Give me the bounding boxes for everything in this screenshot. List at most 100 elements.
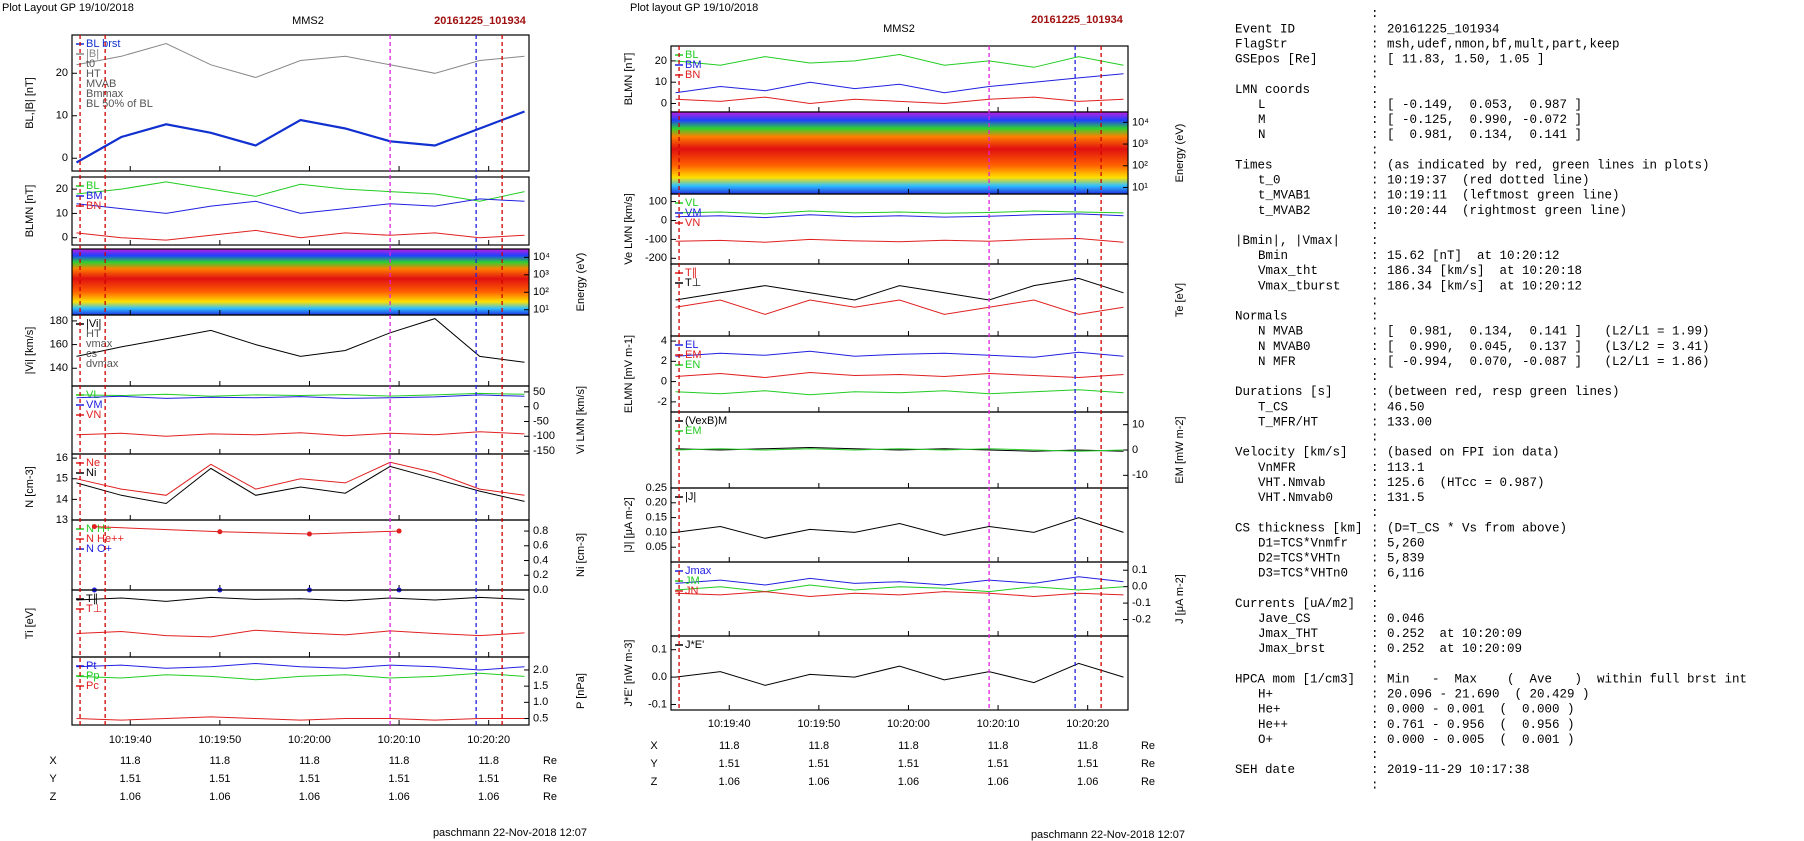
series-line — [675, 299, 1124, 315]
y-tick-label: 0 — [62, 232, 68, 244]
position-label: Y — [49, 773, 57, 785]
info-key: SEH date — [1235, 763, 1295, 777]
series-line — [675, 389, 1124, 396]
separator: : — [1371, 536, 1379, 550]
y-tick-label: 160 — [50, 338, 68, 350]
series-point — [217, 529, 223, 535]
separator: : — [1371, 763, 1379, 777]
y-tick-label: 10¹ — [1132, 181, 1148, 193]
separator: : — [1371, 642, 1379, 656]
y-tick-label: 0.6 — [533, 540, 548, 552]
info-key: D1=TCS*Vnmfr — [1258, 536, 1348, 550]
info-value: 2019-11-29 10:17:38 — [1387, 763, 1530, 777]
position-value: 1.51 — [1077, 758, 1098, 770]
separator: : — [1371, 446, 1379, 460]
y-tick-label: 10³ — [1132, 138, 1148, 150]
legend-label: Jmax — [685, 565, 712, 577]
info-value: 46.50 — [1387, 400, 1425, 414]
position-label: X — [49, 755, 57, 767]
series-line — [76, 672, 525, 681]
y-tick-label: 20 — [655, 55, 667, 67]
info-value: 10:19:37 (red dotted line) — [1387, 174, 1590, 188]
y-tick-label: 1.0 — [533, 696, 548, 708]
section-note: (between red, resp green lines) — [1387, 385, 1620, 399]
legend-label: Pp — [86, 670, 99, 682]
y-tick-label: -100 — [533, 430, 555, 442]
separator: : — [1371, 234, 1379, 248]
y-tick-label: 0.8 — [533, 525, 548, 537]
separator: : — [1371, 264, 1379, 278]
position-value: 1.06 — [388, 791, 409, 803]
y-axis-label: ELMN [mV m-1] — [623, 335, 635, 413]
separator: : — [1371, 521, 1379, 535]
y-tick-label: 0.5 — [533, 712, 548, 724]
separator: : — [1371, 310, 1379, 324]
position-unit: Re — [543, 755, 557, 767]
position-value: 1.06 — [1077, 776, 1098, 788]
y-tick-label: -10 — [1132, 469, 1148, 481]
y-tick-label: 0.0 — [533, 584, 548, 596]
separator: : — [1371, 718, 1379, 732]
y-tick-label: 0 — [533, 401, 539, 413]
position-value: 1.06 — [987, 776, 1008, 788]
y-tick-label: 0 — [1132, 444, 1138, 456]
legend-label: JM — [685, 575, 700, 587]
y-tick-label: -200 — [645, 252, 667, 264]
section-note: (D=T_CS * Vs from above) — [1387, 521, 1567, 535]
separator: : — [1371, 294, 1379, 308]
section-note: Min - Max ( Ave ) within full brst int — [1387, 672, 1747, 686]
x-tick-label: 10:20:20 — [467, 734, 510, 746]
y-axis-label: Ni [cm-3] — [575, 533, 587, 577]
event-id: 20161225_101934 — [1031, 14, 1124, 26]
position-value: 11.8 — [898, 740, 919, 752]
separator: : — [1371, 98, 1379, 112]
y-tick-label: 4 — [661, 335, 667, 347]
position-value: 1.51 — [120, 773, 141, 785]
series-line — [76, 629, 525, 638]
position-value: 1.51 — [209, 773, 230, 785]
y-axis-label: J*E' [nW m-3] — [623, 640, 635, 707]
series-line — [76, 229, 525, 241]
panel-frame — [670, 45, 1129, 113]
info-key: Vmax_tht — [1258, 264, 1318, 278]
plot-header: Plot Layout GP 19/10/2018 — [2, 2, 134, 14]
position-value: 11.8 — [988, 740, 1009, 752]
y-tick-label: 10 — [56, 110, 68, 122]
separator: : — [1371, 189, 1379, 203]
info-value: [ -0.994, 0.070, -0.087 ] (L2/L1 = 1.86) — [1387, 355, 1710, 369]
section-title: Currents [uA/m2] — [1235, 597, 1355, 611]
info-key: N MVAB — [1258, 325, 1304, 339]
legend-label: Ni — [86, 467, 96, 479]
y-tick-label: -50 — [533, 415, 549, 427]
info-value: 0.000 - 0.005 ( 0.001 ) — [1387, 733, 1575, 747]
y-tick-label: 0 — [661, 214, 667, 226]
separator: : — [1371, 400, 1379, 414]
x-tick-label: 10:19:50 — [797, 718, 840, 730]
panel-frame — [71, 314, 530, 387]
position-unit: Re — [1141, 740, 1155, 752]
info-value: [ 11.83, 1.50, 1.05 ] — [1387, 53, 1545, 67]
series-line — [675, 73, 1124, 94]
position-value: 1.06 — [478, 791, 499, 803]
y-axis-label: Ti [eV] — [24, 608, 36, 639]
info-key: VHT.Nmvab — [1258, 476, 1326, 490]
y-tick-label: 0 — [661, 376, 667, 388]
panel-frame — [71, 519, 530, 591]
plot-header: Plot layout GP 19/10/2018 — [630, 2, 758, 14]
spectrogram — [671, 112, 1128, 194]
info-key: H+ — [1258, 688, 1273, 702]
x-tick-label: 10:20:00 — [887, 718, 930, 730]
info-key: t_0 — [1258, 174, 1281, 188]
series-line — [76, 198, 525, 214]
series-line — [675, 277, 1124, 301]
y-tick-label: -0.1 — [648, 698, 667, 710]
y-tick-label: 20 — [56, 67, 68, 79]
info-value: 0.252 at 10:20:09 — [1387, 627, 1522, 641]
panel-frame — [670, 635, 1129, 711]
section-title: |Bmin|, |Vmax| — [1235, 234, 1340, 248]
section-note: (based on FPI ion data) — [1387, 446, 1560, 460]
position-label: Z — [651, 776, 658, 788]
position-value: 1.06 — [299, 791, 320, 803]
info-key: VnMFR — [1258, 461, 1296, 475]
panel-frame — [670, 487, 1129, 563]
